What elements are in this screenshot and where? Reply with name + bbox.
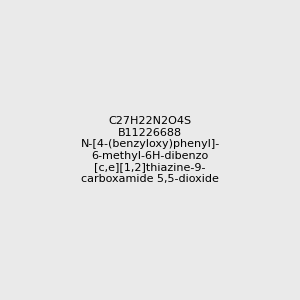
Text: C27H22N2O4S
B11226688
N-[4-(benzyloxy)phenyl]-
6-methyl-6H-dibenzo
[c,e][1,2]thi: C27H22N2O4S B11226688 N-[4-(benzyloxy)ph… — [80, 116, 220, 184]
